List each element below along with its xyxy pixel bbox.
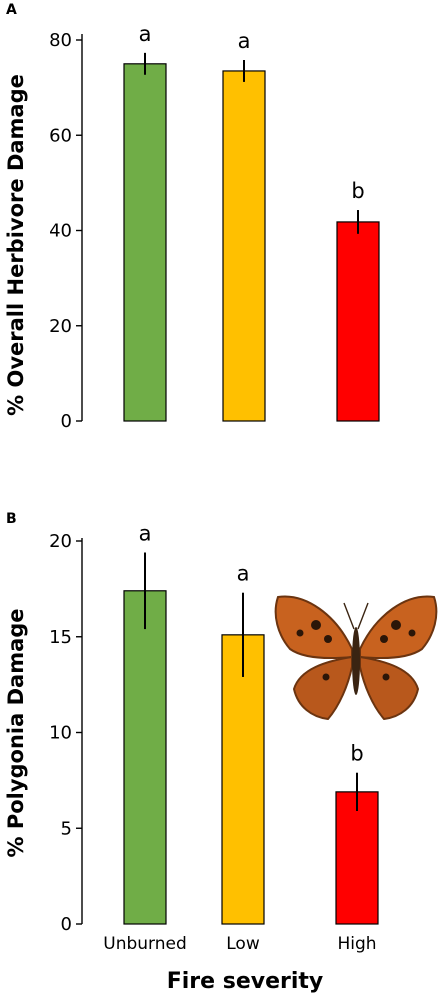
- y-tick-label: 20: [49, 316, 72, 337]
- panel-b-bars: a a b: [123, 521, 379, 925]
- bar-high: [336, 221, 380, 422]
- bar-high: [335, 791, 379, 925]
- significance-letter: a: [139, 22, 152, 46]
- panel-b-y-axis-label: % Polygonia Damage: [4, 608, 28, 857]
- significance-letter: b: [351, 179, 364, 203]
- y-tick-label: 80: [49, 30, 72, 51]
- significance-letter: a: [139, 521, 152, 545]
- bar-low: [221, 634, 265, 925]
- y-tick-label: 0: [61, 411, 72, 432]
- panel-a-y-ticks: 0 20 40 60 80: [49, 30, 82, 432]
- butterfly-photo: [274, 595, 438, 721]
- category-label-high: High: [337, 934, 376, 954]
- panel-b-category-labels: Unburned Low High: [103, 934, 376, 954]
- y-tick-label: 60: [49, 125, 72, 146]
- bar-unburned: [123, 63, 167, 422]
- category-label-unburned: Unburned: [103, 934, 187, 954]
- panel-b-y-ticks: 0 5 10 15 20: [49, 531, 82, 935]
- panel-b: B 0 5 10 15 20 a a b Unburned Low High % Polygon…: [4, 511, 438, 954]
- panel-a-bars: a a b: [123, 22, 380, 422]
- y-tick-label: 0: [61, 914, 72, 935]
- panel-a-y-axis-label: % Overall Herbivore Damage: [4, 74, 28, 416]
- y-tick-label: 5: [61, 818, 72, 839]
- panel-a-label: A: [6, 2, 17, 18]
- x-axis-title: Fire severity: [167, 969, 324, 994]
- significance-letter: a: [238, 29, 251, 53]
- bar-low: [222, 70, 266, 422]
- y-tick-label: 20: [49, 531, 72, 552]
- significance-letter: a: [237, 562, 250, 586]
- y-tick-label: 15: [49, 627, 72, 648]
- y-tick-label: 10: [49, 723, 72, 744]
- panel-a: A 0 20 40 60 80 a a b % Overall Herbivore Dama…: [4, 2, 380, 432]
- significance-letter: b: [350, 742, 363, 766]
- y-tick-label: 40: [49, 221, 72, 242]
- category-label-low: Low: [226, 934, 260, 954]
- panel-b-label: B: [6, 511, 17, 527]
- bar-unburned: [123, 590, 167, 925]
